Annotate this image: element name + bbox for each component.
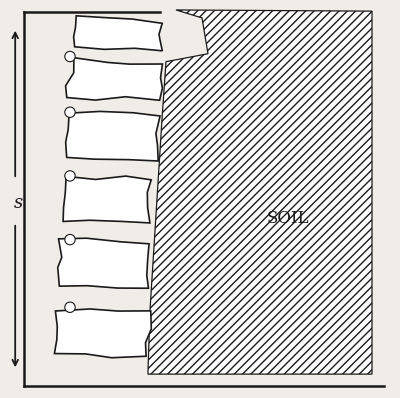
Text: SOIL: SOIL <box>267 211 309 227</box>
Polygon shape <box>54 309 151 358</box>
Polygon shape <box>58 238 149 288</box>
Circle shape <box>65 51 75 62</box>
Circle shape <box>65 302 75 312</box>
Polygon shape <box>63 176 151 223</box>
Polygon shape <box>66 58 162 100</box>
Text: s: s <box>13 194 23 212</box>
Circle shape <box>65 234 75 245</box>
Circle shape <box>65 171 75 181</box>
Polygon shape <box>74 16 162 51</box>
Polygon shape <box>148 10 372 374</box>
Circle shape <box>65 107 75 117</box>
Polygon shape <box>66 111 160 161</box>
Polygon shape <box>148 10 372 374</box>
